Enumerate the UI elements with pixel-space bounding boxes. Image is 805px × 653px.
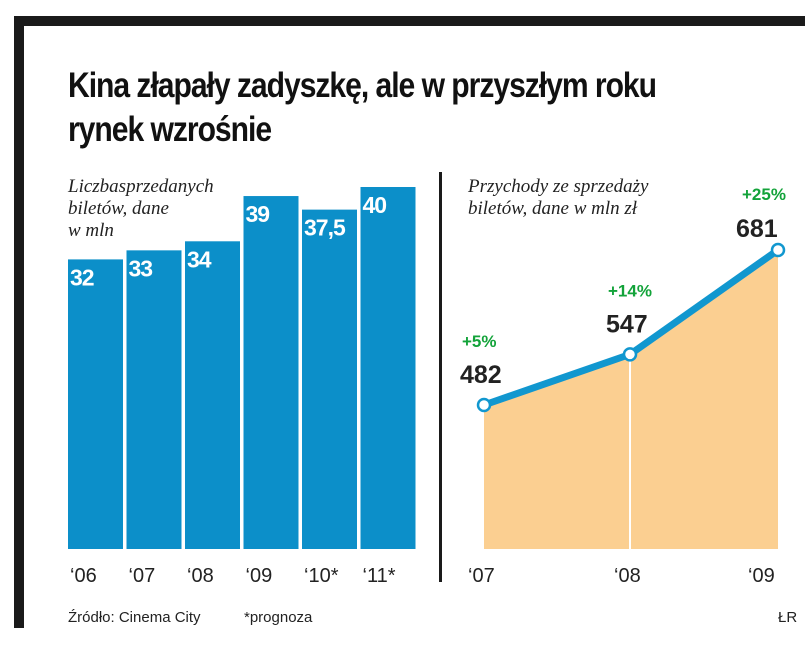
- bar-category-label-2: ‘08: [187, 565, 214, 587]
- bar-category-label-0: ‘06: [70, 565, 97, 587]
- bar-category-label-4: ‘10*: [304, 565, 339, 587]
- footer-note: *prognoza: [244, 609, 313, 626]
- page-title: Kina złapały zadyszkę, ale w przyszłym r…: [68, 64, 692, 152]
- bar-value-label-3: 39: [246, 201, 270, 227]
- growth-label-0: +5%: [462, 332, 497, 351]
- title-line-2: rynek wzrośnie: [68, 110, 272, 149]
- bar-chart-subtitle: Liczbasprzedanych biletów, dane w mln: [68, 176, 214, 242]
- bar-chart: 32 ‘06 33 ‘07 34 ‘08 39 ‘09 37,5 ‘10* 40 ‘11*: [68, 187, 416, 587]
- data-point-1: [622, 347, 638, 362]
- bar-category-label-1: ‘07: [129, 565, 156, 587]
- area-chart-subtitle-line-2: biletów, dane w mln zł: [468, 198, 638, 219]
- area-category-label-1: ‘08: [614, 565, 641, 587]
- bar-3: [243, 196, 299, 550]
- point-value-label-2: 681: [736, 215, 778, 243]
- bar-value-label-1: 33: [129, 255, 153, 281]
- area-chart: +5% 482 ‘07 +14% 547 ‘08 +25% 681 ‘09: [460, 185, 786, 587]
- bar-1: [126, 250, 182, 549]
- growth-label-1: +14%: [608, 281, 652, 300]
- bar-value-label-0: 32: [70, 264, 94, 290]
- data-point-0: [476, 397, 492, 413]
- title-line-1: Kina złapały zadyszkę, ale w przyszłym r…: [68, 66, 657, 105]
- footer-credit: ŁR: [778, 609, 798, 626]
- bar-5: [360, 187, 416, 549]
- frame-top-border: [14, 16, 805, 26]
- bar-4: [302, 209, 357, 549]
- bar-chart-subtitle-line-2: biletów, dane: [68, 198, 169, 219]
- frame-left-border: [14, 16, 24, 628]
- bar-value-label-4: 37,5: [304, 215, 346, 241]
- bar-chart-subtitle-line-1: Liczbasprzedanych: [68, 176, 214, 197]
- area-chart-subtitle-line-1: Przychody ze sprzedaży: [468, 176, 649, 197]
- bar-value-label-2: 34: [187, 246, 212, 272]
- chart-divider: [439, 172, 442, 582]
- bar-category-label-5: ‘11*: [363, 565, 396, 587]
- point-value-label-1: 547: [606, 310, 648, 338]
- bar-chart-subtitle-line-3: w mln: [68, 220, 114, 241]
- bar-category-label-3: ‘09: [246, 565, 273, 587]
- growth-label-2: +25%: [742, 185, 786, 204]
- bar-2: [185, 241, 240, 550]
- footer-source: Źródło: Cinema City: [68, 609, 201, 626]
- point-value-label-0: 482: [460, 361, 502, 389]
- area-chart-subtitle: Przychody ze sprzedaży biletów, dane w m…: [468, 176, 648, 220]
- data-point-2: [770, 242, 786, 258]
- bar-0: [68, 259, 123, 549]
- area-category-label-0: ‘07: [468, 565, 495, 587]
- area-category-label-2: ‘09: [748, 565, 775, 587]
- bar-value-label-5: 40: [363, 192, 387, 218]
